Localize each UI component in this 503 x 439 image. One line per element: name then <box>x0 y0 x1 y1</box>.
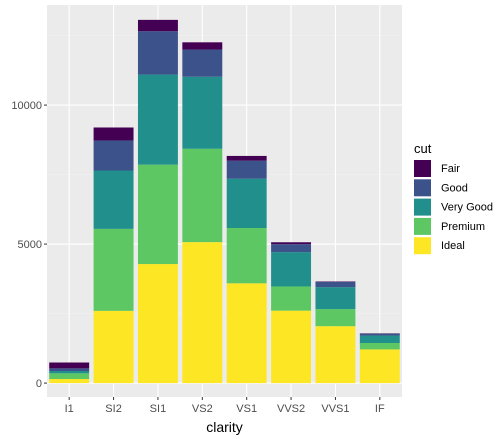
bar-segment-fair <box>49 362 90 369</box>
x-tick-label: VS1 <box>236 403 257 415</box>
legend-label: Ideal <box>441 240 465 252</box>
bar-segment-very-good <box>226 178 267 229</box>
legend-key-good <box>414 179 431 197</box>
legend-label: Good <box>441 182 468 194</box>
bar-segment-premium <box>137 164 178 265</box>
legend-label: Premium <box>441 221 485 233</box>
bars <box>49 19 400 384</box>
bar-segment-good <box>182 49 223 77</box>
bar-segment-ideal <box>137 264 178 384</box>
bar-segment-very-good <box>182 76 223 149</box>
bar-segment-premium <box>93 228 134 311</box>
x-axis: I1 SI2 SI1 VS2 VS1 VVS2 VVS1 IF <box>65 397 385 415</box>
bar-segment-very-good <box>49 371 90 374</box>
bar-segment-very-good <box>93 170 134 229</box>
bar-segment-good <box>359 333 400 336</box>
bar-segment-very-good <box>137 74 178 165</box>
legend-key-premium <box>414 217 431 235</box>
bar-segment-very-good <box>315 287 356 310</box>
y-tick-label: 5000 <box>18 239 42 251</box>
bar-segment-premium <box>359 343 400 350</box>
bar-segment-good <box>49 368 90 372</box>
y-tick-label: 10000 <box>11 100 42 112</box>
bar-segment-premium <box>182 148 223 243</box>
bar-segment-ideal <box>315 326 356 384</box>
legend-title: cut <box>414 141 432 156</box>
bar-segment-fair <box>226 155 267 161</box>
legend: cut Fair Good Very Good Premium Ideal <box>414 141 493 255</box>
x-tick-label: IF <box>375 403 385 415</box>
bar-segment-ideal <box>49 379 90 384</box>
bar-segment-ideal <box>182 242 223 384</box>
legend-label: Fair <box>441 163 460 175</box>
x-tick-label: SI2 <box>105 403 122 415</box>
x-tick-label: I1 <box>65 403 74 415</box>
bar-segment-good <box>93 140 134 171</box>
bar-segment-fair <box>137 19 178 32</box>
bar-segment-premium <box>271 286 312 311</box>
legend-key-very-good <box>414 198 431 216</box>
bar-segment-good <box>137 31 178 75</box>
bar-segment-ideal <box>359 349 400 384</box>
bar-segment-premium <box>49 373 90 380</box>
legend-label: Very Good <box>441 202 493 214</box>
bar-segment-very-good <box>359 335 400 344</box>
y-tick-label: 0 <box>36 378 42 390</box>
bar-segment-good <box>315 281 356 288</box>
bar-segment-fair <box>271 242 312 245</box>
x-tick-label: SI1 <box>150 403 167 415</box>
bar-segment-good <box>226 160 267 179</box>
x-axis-title: clarity <box>206 419 243 435</box>
y-axis: 0 5000 10000 <box>11 100 47 390</box>
legend-key-fair <box>414 160 431 177</box>
bar-segment-ideal <box>271 310 312 384</box>
bar-segment-premium <box>315 309 356 327</box>
bar-segment-very-good <box>271 252 312 287</box>
x-tick-label: VS2 <box>192 403 213 415</box>
bar-segment-premium <box>226 228 267 284</box>
bar-segment-fair <box>182 42 223 50</box>
x-tick-label: VVS2 <box>277 403 305 415</box>
bar-segment-fair <box>93 127 134 141</box>
bar-segment-ideal <box>93 310 134 384</box>
bar-segment-ideal <box>226 283 267 384</box>
legend-key-ideal <box>414 237 431 255</box>
bar-segment-good <box>271 244 312 253</box>
x-tick-label: VVS1 <box>321 403 349 415</box>
